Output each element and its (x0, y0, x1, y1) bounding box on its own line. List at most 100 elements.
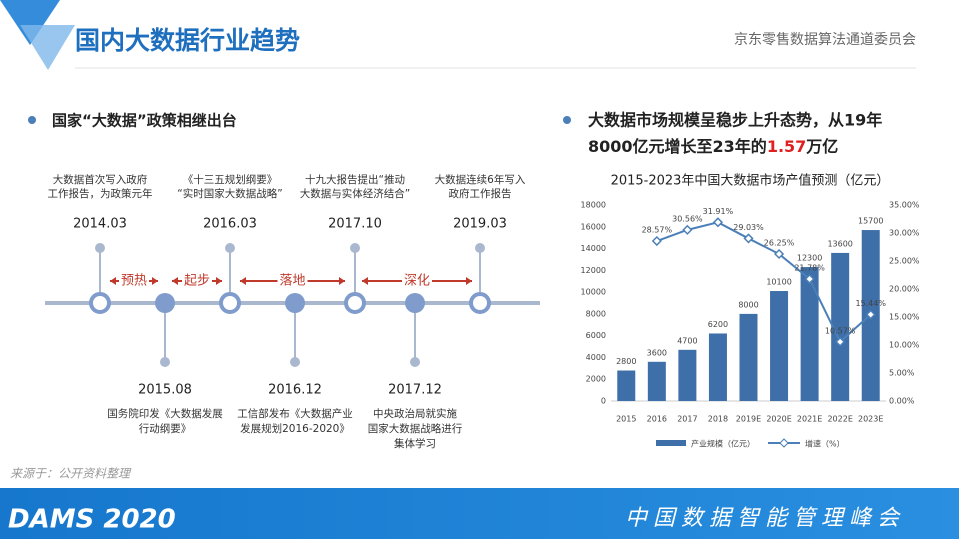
bar (800, 267, 819, 401)
legend-label: 产业规模（亿元） (691, 439, 755, 449)
y2-tick-label: 20.00% (889, 285, 920, 294)
bullet (563, 116, 571, 124)
arrow-head (466, 277, 472, 285)
right-heading: 8000亿元增长至23年的1.57万亿 (588, 137, 838, 156)
legend-swatch (779, 438, 789, 448)
x-tick-label: 2023E (858, 415, 883, 424)
y2-tick-label: 5.00% (889, 369, 915, 378)
event-text: 国家大数据战略进行 (368, 422, 463, 435)
y2-tick-label: 0.00% (889, 397, 915, 406)
event-text: 大数据与实体经济结合” (300, 187, 410, 200)
bar (831, 252, 850, 401)
arrow-head (339, 277, 345, 285)
event-text: 大数据首次写入政府 (53, 173, 148, 186)
event-text: 国务院印发《大数据发展 (107, 407, 223, 420)
event-text: “实时国家大数据战略” (177, 187, 282, 200)
value-label: 29.03% (733, 223, 764, 232)
marker (743, 233, 754, 244)
phase-label: 落地 (279, 274, 305, 289)
event-date: 2015.08 (138, 383, 192, 398)
bar (647, 361, 666, 401)
event-text: 《十三五规划纲要》 (183, 173, 278, 186)
logo-shape (20, 25, 75, 70)
event-text: 发展规划2016-2020》 (240, 422, 350, 435)
pin-dot (410, 357, 420, 367)
value-label: 2800 (616, 357, 636, 366)
value-label: 3600 (647, 348, 667, 357)
y-tick-label: 18000 (581, 201, 606, 210)
phase-label: 深化 (404, 274, 430, 289)
value-label: 10100 (766, 278, 791, 287)
event-date: 2016.03 (203, 217, 257, 232)
right-heading: 大数据市场规模呈稳步上升态势，从19年 (588, 111, 882, 130)
y-tick-label: 16000 (581, 222, 606, 231)
marker (682, 224, 693, 235)
footer-event: 中国数据智能管理峰会 (625, 506, 905, 531)
value-label: 15.44% (855, 299, 886, 308)
event-text: 行动纲要》 (139, 422, 192, 435)
y-tick-label: 10000 (581, 288, 606, 297)
arrow-head (362, 277, 368, 285)
chart-title: 2015-2023年中国大数据市场产值预测（亿元） (611, 173, 890, 189)
event-text: 十九大报告提出“推动 (305, 173, 405, 186)
x-tick-label: 2015 (616, 415, 636, 424)
arrow-head (152, 277, 158, 285)
org: 京东零售数据算法通道委员会 (734, 32, 916, 48)
bar (708, 333, 727, 401)
arrow-head (172, 277, 178, 285)
event-date: 2017.12 (388, 383, 442, 398)
pin-dot (290, 357, 300, 367)
y-tick-label: 0 (601, 397, 606, 406)
pin-dot (475, 243, 485, 253)
arrow-head (110, 277, 116, 285)
x-tick-label: 2018 (708, 415, 728, 424)
footer-band (0, 488, 959, 539)
event-text: 工作报告，为政策元年 (48, 187, 153, 200)
x-tick-label: 2017 (677, 415, 697, 424)
logo-shape (0, 0, 60, 45)
event-date: 2014.03 (73, 217, 127, 232)
legend-swatch (656, 440, 686, 446)
y-tick-label: 8000 (586, 309, 606, 318)
arrow-head (216, 277, 222, 285)
x-tick-label: 2019E (736, 415, 761, 424)
arrow-head (240, 277, 246, 285)
legend-label: 增速（%） (805, 439, 845, 449)
marker (651, 235, 662, 247)
value-label: 31.91% (703, 207, 734, 216)
node (155, 293, 175, 313)
node (89, 292, 111, 314)
node (285, 293, 305, 313)
left-heading: 国家“大数据”政策相继出台 (52, 112, 237, 130)
y2-tick-label: 10.00% (889, 341, 920, 350)
text: 万亿 (805, 137, 838, 156)
value-label: 28.57% (642, 226, 673, 235)
y-tick-label: 6000 (586, 331, 606, 340)
event-text: 中央政治局就实施 (373, 407, 457, 420)
value-label: 6200 (708, 320, 728, 329)
y-tick-label: 14000 (581, 244, 606, 253)
y2-tick-label: 15.00% (889, 313, 920, 322)
event-date: 2017.10 (328, 217, 382, 232)
node (469, 292, 491, 314)
pin-dot (350, 243, 360, 253)
value-label: 4700 (677, 336, 697, 345)
footer-brand: DAMS 2020 (8, 505, 176, 535)
source: 来源于：公开资料整理 (10, 467, 132, 481)
value-label: 13600 (827, 239, 852, 248)
pin-dot (225, 243, 235, 253)
node (344, 292, 366, 314)
x-tick-label: 2021E (797, 415, 822, 424)
value-label: 30.56% (672, 214, 703, 223)
phase-label: 起步 (184, 274, 210, 289)
y-tick-label: 12000 (581, 266, 606, 275)
marker (835, 336, 846, 347)
y-tick-label: 4000 (586, 353, 606, 362)
value-label: 12300 (797, 254, 822, 263)
marker (712, 217, 724, 228)
node (405, 293, 425, 313)
event-text: 工信部发布《大数据产业 (237, 407, 353, 420)
highlight: 1.57 (767, 137, 806, 156)
